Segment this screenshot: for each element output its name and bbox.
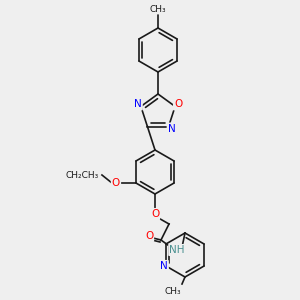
Text: CH₃: CH₃ (165, 287, 181, 296)
Text: N: N (168, 124, 176, 134)
Text: O: O (151, 209, 159, 219)
Text: O: O (145, 231, 153, 241)
Text: CH₃: CH₃ (150, 4, 166, 14)
Text: N: N (160, 261, 168, 271)
Text: O: O (112, 178, 120, 188)
Text: N: N (134, 99, 142, 110)
Text: NH: NH (169, 245, 185, 255)
Text: O: O (174, 99, 182, 110)
Text: CH₂CH₃: CH₂CH₃ (66, 170, 99, 179)
